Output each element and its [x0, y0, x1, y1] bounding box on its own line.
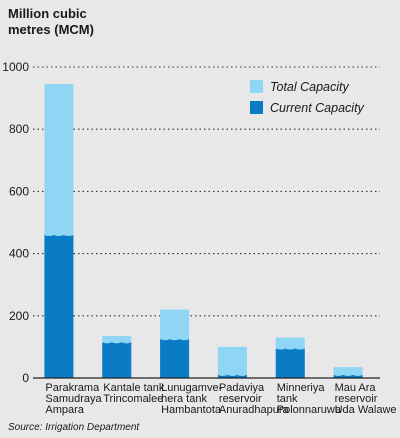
category-label: reservoir	[335, 393, 378, 405]
legend-label-total-capacity: Total Capacity	[270, 80, 349, 94]
category-label: Uda Walawe	[335, 404, 397, 416]
category-label: Kantale tank	[103, 382, 165, 394]
y-tick-label: 600	[9, 184, 29, 198]
legend-swatch-current-capacity	[250, 101, 263, 114]
bar-current-capacity	[333, 374, 363, 378]
category-label: reservoir	[219, 393, 262, 405]
bar-total-capacity	[333, 367, 363, 378]
bar-current-capacity	[44, 234, 74, 378]
category-label: Trincomalee	[103, 393, 163, 405]
category-label: Samudraya	[45, 393, 102, 405]
bar-current-capacity	[160, 339, 190, 378]
bar-current-capacity	[217, 374, 247, 378]
y-tick-label: 200	[9, 309, 29, 323]
bar-current-capacity	[275, 348, 305, 378]
category-label: Ampara	[45, 404, 84, 416]
y-tick-label: 400	[9, 247, 29, 261]
category-label: Anuradhapura	[219, 404, 290, 416]
y-axis-label-line: Million cubic	[8, 6, 87, 21]
category-label: Lunugamve-	[161, 382, 222, 394]
category-label: Parakrama	[45, 382, 100, 394]
category-label: Hambantota	[161, 404, 222, 416]
legend-label-current-capacity: Current Capacity	[270, 101, 365, 115]
gridlines	[33, 66, 380, 317]
y-tick-label: 800	[9, 122, 29, 136]
category-label: Padaviya	[219, 382, 265, 394]
category-label: hera tank	[161, 393, 207, 405]
category-label: tank	[277, 393, 298, 405]
source-note: Source: Irrigation Department	[8, 422, 140, 433]
y-tick-labels: 0 200 400 600 800 1000	[2, 60, 29, 385]
y-tick-label: 1000	[2, 60, 29, 74]
bars	[44, 84, 363, 378]
y-axis-label: Million cubic metres (MCM)	[8, 6, 94, 37]
bar-current-capacity	[102, 342, 132, 378]
bar-total-capacity	[217, 346, 247, 378]
y-tick-label: 0	[22, 371, 29, 385]
y-axis-label-line: metres (MCM)	[8, 22, 94, 37]
category-label: Minneriya	[277, 382, 326, 394]
category-label: Mau Ara	[335, 382, 377, 394]
legend-swatch-total-capacity	[250, 80, 263, 93]
category-label: Polonnaruwa	[277, 404, 342, 416]
legend: Total Capacity Current Capacity	[250, 80, 365, 115]
